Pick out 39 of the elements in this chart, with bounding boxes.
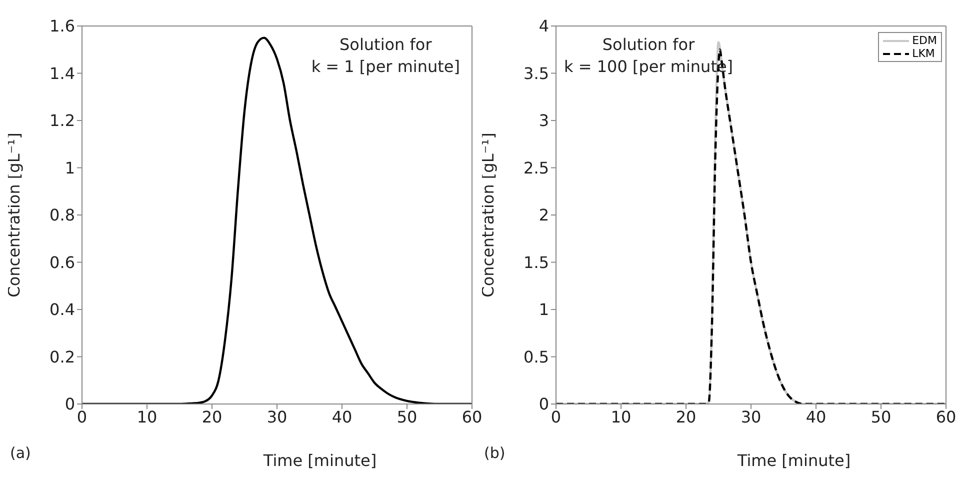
x-tick-label: 0: [76, 407, 88, 426]
legend-label: LKM: [912, 47, 935, 60]
x-tick-label: 30: [266, 407, 288, 426]
x-tick-label: 50: [396, 407, 418, 426]
y-tick-label: 3: [538, 111, 549, 130]
y-tick-label: 0.2: [50, 347, 75, 366]
y-tick-label: 3.5: [524, 64, 549, 83]
x-tick-label: 30: [740, 407, 762, 426]
x-tick-label: 60: [462, 407, 482, 426]
annotation: Solution for k = 1 [per minute]: [311, 34, 460, 78]
x-tick-label: 50: [870, 407, 892, 426]
y-tick-label: 0.5: [524, 347, 549, 366]
y-tick-label: 0: [64, 394, 75, 414]
x-tick-label: 40: [332, 407, 352, 426]
x-tick-label: 20: [676, 407, 696, 426]
y-tick-label: 0.6: [50, 252, 75, 272]
y-tick-label: 0: [538, 394, 549, 414]
y-tick-label: 1.2: [50, 111, 75, 130]
x-tick-label: 20: [202, 407, 222, 426]
x-tick-label: 60: [936, 407, 956, 426]
y-tick-label: 1.4: [50, 64, 75, 83]
x-axis-title: Time [minute]: [263, 451, 377, 470]
text: (a): [10, 444, 31, 462]
x-tick-label: 10: [610, 407, 632, 426]
y-tick-label: 2: [538, 206, 549, 225]
legend-label: EDM: [912, 34, 937, 47]
text: (b): [484, 444, 506, 462]
y-tick-label: 1: [64, 158, 75, 178]
y-tick-label: 2.5: [524, 158, 549, 178]
y-tick-label: 1.5: [524, 252, 549, 272]
x-axis-title: Time [minute]: [737, 451, 851, 470]
y-tick-label: 0.4: [50, 300, 75, 320]
x-tick-label: 0: [550, 407, 562, 426]
x-tick-label: 10: [136, 407, 158, 426]
y-tick-label: 1.6: [50, 16, 75, 36]
y-tick-label: 0.8: [50, 206, 75, 225]
y-tick-label: 1: [538, 300, 549, 320]
x-tick-label: 40: [806, 407, 826, 426]
y-tick-label: 4: [538, 16, 549, 36]
